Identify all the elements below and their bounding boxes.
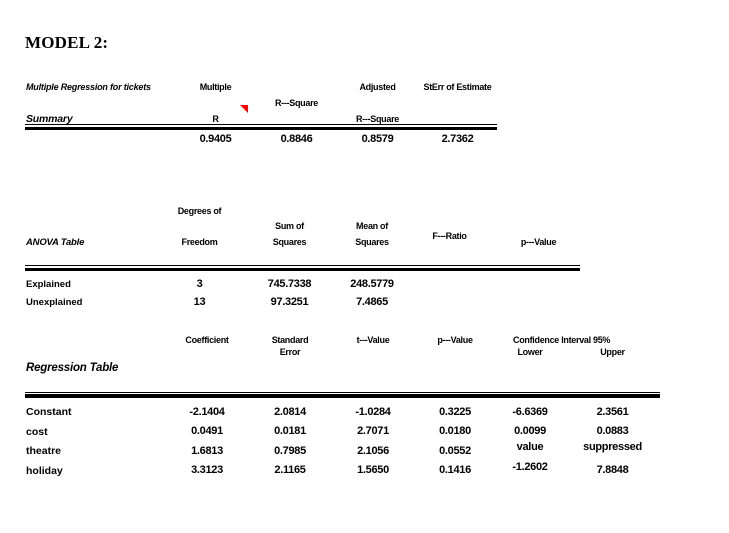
t-value: 1.5650	[357, 464, 389, 476]
col-header-mean-of: Mean of	[356, 221, 388, 231]
summary-values-row: 0.9405 0.8846 0.8579 2.7362	[25, 130, 497, 145]
ci-lower-value: value	[516, 440, 544, 453]
regression-row-theatre: theatre 1.6813 0.7985 2.1056 0.0552 valu…	[25, 437, 660, 457]
col-header-r: R	[212, 114, 219, 124]
sterr-value: 2.7362	[441, 132, 474, 145]
col-header-ss-squares: Squares	[272, 237, 307, 247]
col-header-sum-of: Sum of	[275, 221, 304, 231]
col-header-adj-rsquare: R---Square	[355, 114, 399, 124]
coefficient-value: 1.6813	[191, 444, 223, 457]
col-header-multiple: Multiple	[199, 82, 232, 92]
col-header-confidence-interval: Confidence Interval 95%	[513, 335, 611, 345]
anova-row-explained: Explained 3 745.7338 248.5779	[25, 271, 580, 290]
col-header-p-value: p---Value	[437, 335, 473, 345]
anova-double-rule	[25, 265, 580, 271]
std-error-value: 2.0814	[274, 405, 306, 418]
spacer	[25, 374, 660, 392]
ss-value: 97.3251	[270, 295, 309, 308]
summary-table: Multiple Regression for tickets Multiple…	[25, 79, 497, 145]
std-error-value: 0.7985	[274, 444, 306, 457]
col-header-standard: Standard	[271, 335, 309, 345]
summary-double-rule	[25, 124, 497, 130]
t-value: -1.0284	[355, 405, 391, 418]
df-value: 3	[196, 277, 203, 290]
ms-value: 7.4865	[356, 295, 388, 308]
multiple-r-value: 0.9405	[199, 132, 232, 145]
coefficient-value: -2.1404	[189, 405, 225, 418]
ci-lower-value: -6.6369	[512, 405, 548, 418]
col-header-t-value: t---Value	[356, 335, 390, 345]
regression-row-holiday: holiday 3.3123 2.1165 1.5650 0.1416 -1.2…	[25, 457, 660, 477]
regression-table: Coefficient Standard t---Value p---Value…	[25, 334, 660, 476]
ci-lower-value: 0.0099	[514, 425, 546, 437]
col-header-f-ratio: F---Ratio	[432, 231, 467, 241]
p-value: 0.3225	[439, 405, 471, 418]
anova-row-unexplained: Unexplained 13 97.3251 7.4865	[25, 290, 580, 308]
col-header-upper: Upper	[600, 347, 625, 357]
row-label: Explained	[26, 279, 71, 290]
spacer	[25, 247, 580, 265]
ci-upper-value: suppressed	[583, 440, 642, 453]
regression-header-row-1: Coefficient Standard t---Value p---Value…	[25, 334, 660, 345]
col-header-adjusted: Adjusted	[359, 82, 396, 92]
ci-upper-value: 0.0883	[596, 425, 629, 437]
adj-rsquare-value: 0.8579	[361, 132, 394, 145]
t-value: 2.7071	[357, 425, 389, 437]
summary-header-row-2: R---Square	[25, 92, 497, 108]
col-header-sterr: StErr of Estimate	[423, 82, 492, 92]
regression-header-row-3: Regression Table	[25, 357, 660, 374]
col-header-error: Error	[279, 347, 301, 357]
anova-header-row-1: Degrees of	[25, 204, 580, 216]
ci-upper-value: 2.3561	[596, 405, 629, 418]
col-header-p-value: p---Value	[520, 237, 557, 247]
row-label: Constant	[26, 406, 72, 418]
col-header-degrees-of: Degrees of	[177, 206, 222, 216]
coefficient-value: 0.0491	[191, 425, 223, 437]
regression-row-constant: Constant -2.1404 2.0814 -1.0284 0.3225 -…	[25, 398, 660, 418]
anova-table-label: ANOVA Table	[26, 236, 85, 248]
row-label: holiday	[26, 464, 63, 477]
col-header-lower: Lower	[517, 347, 543, 357]
regression-double-rule	[25, 392, 660, 398]
rsquare-value: 0.8846	[280, 132, 313, 145]
p-value: 0.1416	[439, 464, 471, 476]
row-label: cost	[26, 425, 48, 438]
ci-lower-value: -1.2602	[512, 461, 548, 473]
ms-value: 248.5779	[350, 277, 394, 290]
regression-row-cost: cost 0.0491 0.0181 2.7071 0.0180 0.0099 …	[25, 418, 660, 438]
comment-indicator-icon	[240, 105, 248, 113]
std-error-value: 2.1165	[274, 464, 306, 476]
summary-header-row-1: Multiple Regression for tickets Multiple…	[25, 79, 497, 92]
col-header-freedom: Freedom	[181, 237, 218, 247]
anova-table: Degrees of Sum of Mean of ANOVA Table Fr…	[25, 204, 580, 308]
row-label: Unexplained	[26, 297, 83, 308]
col-header-ms-squares: Squares	[355, 237, 389, 247]
t-value: 2.1056	[357, 444, 389, 457]
row-label: theatre	[26, 445, 62, 457]
col-header-rsquare: R---Square	[274, 98, 318, 108]
coefficient-value: 3.3123	[191, 464, 223, 476]
summary-header-row-3: Summary R R---Square	[25, 108, 497, 124]
p-value: 0.0180	[439, 425, 471, 437]
regression-table-label: Regression Table	[26, 361, 119, 374]
ss-value: 745.7338	[267, 277, 312, 290]
anova-header-row-2: Sum of Mean of	[25, 216, 580, 231]
summary-row-label: Summary	[26, 112, 73, 125]
summary-table-label: Multiple Regression for tickets	[26, 82, 151, 92]
df-value: 13	[193, 295, 206, 308]
anova-header-row-3: ANOVA Table Freedom Squares Squares F---…	[25, 231, 580, 247]
page-title: MODEL 2:	[25, 33, 109, 52]
regression-header-row-2: Error Lower Upper	[25, 345, 660, 357]
p-value: 0.0552	[439, 444, 471, 457]
std-error-value: 0.0181	[274, 425, 306, 437]
ci-upper-value: 7.8848	[596, 464, 629, 476]
col-header-coefficient: Coefficient	[185, 335, 229, 345]
